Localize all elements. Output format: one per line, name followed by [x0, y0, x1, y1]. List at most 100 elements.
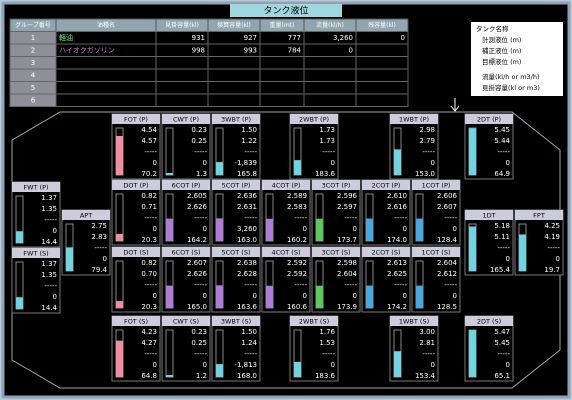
gauge-level	[366, 285, 373, 308]
tank-value: 2.638	[237, 259, 257, 267]
tank-value: 1.3	[196, 170, 207, 178]
tank-value: -----	[144, 214, 157, 222]
tank-value: 64.8	[141, 372, 157, 380]
tank-name-bar	[162, 316, 210, 326]
tank-value: -----	[422, 148, 435, 156]
tank-value: 173.7	[337, 236, 357, 244]
tank-value: -----	[144, 148, 157, 156]
cell	[55, 68, 157, 82]
tank-value: -----	[44, 216, 57, 224]
tank-value: 1.35	[41, 205, 57, 213]
tank-name-bar	[390, 114, 438, 124]
tank-value: 1.2	[196, 372, 207, 380]
tank-value: 19.7	[544, 266, 560, 274]
tank-value: -----	[144, 281, 157, 289]
tank-name: 3WBT (S)	[221, 318, 251, 326]
tank-value: -----	[44, 282, 57, 290]
legend-line: 流量(kl/h or m3/h)	[482, 72, 540, 81]
gauge-level	[166, 173, 173, 175]
cell	[303, 56, 357, 70]
header-text: 油種名	[97, 21, 115, 29]
tank-value: -----	[497, 148, 510, 156]
tank-value: 0	[153, 225, 157, 233]
tank-value: 2.628	[237, 270, 257, 278]
tank-value: 0	[431, 159, 435, 167]
cell	[303, 93, 357, 107]
tank-name-bar	[162, 180, 210, 190]
tank-name-bar	[212, 247, 260, 257]
tank-value: 0	[303, 225, 307, 233]
tank-name: CWT (S)	[173, 318, 199, 326]
tank-value: 2.596	[337, 192, 358, 200]
tank-value: 0.23	[191, 328, 207, 336]
tank-name: 1COT (S)	[421, 249, 450, 257]
tank-value: 1.73	[319, 137, 335, 145]
oil-name: 軽油	[59, 33, 73, 42]
tank-value: -----	[94, 244, 107, 252]
header-text: 重量(mt)	[270, 21, 295, 29]
tank-name: 1DT	[482, 212, 495, 220]
tank-value: 4.54	[141, 126, 157, 134]
cell	[207, 93, 261, 107]
tank-value: 1.76	[319, 328, 335, 336]
tank-value: 2.606	[437, 192, 458, 200]
tank-value: 2.607	[187, 259, 207, 267]
tank-name-bar	[412, 180, 460, 190]
cell	[355, 68, 409, 82]
tank-value: 0.23	[191, 126, 207, 134]
tank-value: 1.24	[241, 339, 257, 347]
gauge-level	[216, 285, 223, 308]
tank-value: 165.0	[187, 303, 207, 311]
tank-name: 6COT (S)	[171, 249, 200, 257]
tank-name: 3COT (S)	[321, 249, 350, 257]
tank-name-bar	[390, 316, 438, 326]
header-text: 流量(kl/h)	[316, 21, 344, 29]
tank-value: -----	[244, 281, 257, 289]
tank-name: 2DT (P)	[477, 116, 501, 124]
gauge-level	[166, 285, 173, 308]
tank-value: 3,260	[237, 225, 257, 233]
cell	[259, 68, 305, 82]
tank-name-bar	[465, 210, 513, 220]
cell	[155, 81, 209, 95]
header-text: グループ番号	[15, 21, 51, 29]
cell	[207, 56, 261, 70]
tank-value: -----	[194, 148, 207, 156]
tank-value: 70.2	[141, 170, 157, 178]
cell-value: 0	[401, 34, 405, 42]
tank-value: 2.604	[337, 270, 358, 278]
gauge-level	[266, 285, 273, 308]
tank-name-bar	[112, 180, 160, 190]
tank-value: 165.8	[237, 170, 257, 178]
oil-name: ハイオクガソリン	[59, 45, 115, 54]
tank-name-bar	[212, 316, 260, 326]
tank-value: 4.19	[544, 233, 560, 241]
gauge-level	[416, 285, 423, 308]
tank-value: 1.50	[241, 328, 257, 336]
tank-value: 2.626	[187, 270, 208, 278]
cell	[155, 68, 209, 82]
tank-value: 0	[331, 159, 335, 167]
tank-value: -----	[244, 214, 257, 222]
tank-value: 1.37	[41, 194, 57, 202]
cell	[355, 81, 409, 95]
gauge-level	[16, 231, 23, 243]
tank-value: 2.612	[437, 270, 457, 278]
tank-value: 0.82	[141, 192, 157, 200]
tank-name: DOT (S)	[123, 249, 148, 257]
tank-value: 174.2	[387, 303, 407, 311]
tank-value: 0	[153, 361, 157, 369]
tank-value: 0	[353, 225, 357, 233]
cell	[259, 81, 305, 95]
gauge-level	[116, 300, 123, 308]
cell	[303, 81, 357, 95]
tank-value: 0	[53, 227, 57, 235]
tank-value: 0	[506, 361, 510, 369]
tank-name: 2COT (P)	[372, 182, 401, 190]
cell	[55, 93, 157, 107]
tank-name: 5COT (P)	[222, 182, 251, 190]
tank-name-bar	[212, 180, 260, 190]
gauge-level	[216, 162, 223, 175]
tank-value: 5.47	[494, 328, 510, 336]
tank-name: 2WBT (S)	[299, 318, 329, 326]
